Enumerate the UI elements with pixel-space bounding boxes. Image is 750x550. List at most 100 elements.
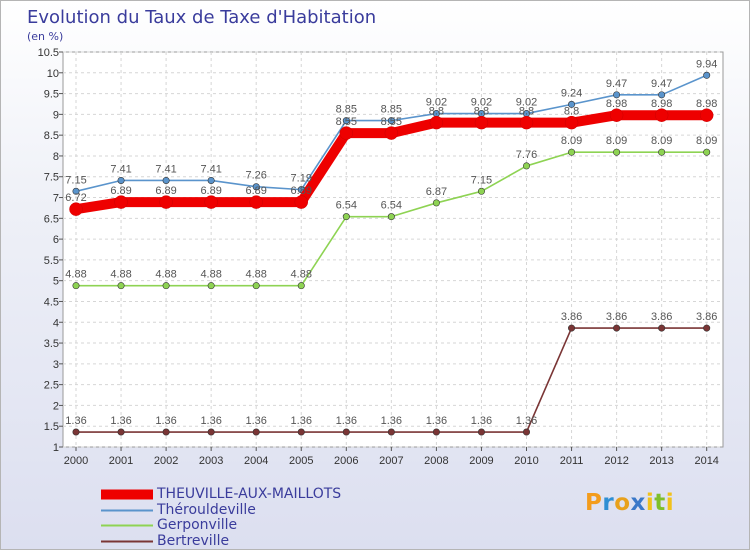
data-point: [252, 282, 260, 290]
data-label: 9.24: [561, 87, 582, 99]
data-label: 6.87: [426, 186, 447, 198]
data-label: 9.47: [606, 78, 627, 90]
data-point: [384, 126, 399, 140]
data-label: 1.36: [291, 415, 312, 427]
data-label: 8.8: [429, 106, 444, 118]
data-label: 1.36: [65, 415, 86, 427]
data-point: [117, 176, 125, 184]
y-tick-label: 8.5: [44, 130, 59, 142]
y-tick-label: 7: [53, 193, 59, 205]
x-tick-label: 2006: [334, 455, 358, 467]
legend-item: Bertreville: [101, 532, 341, 550]
legend-label-4: Bertreville: [157, 532, 230, 549]
x-tick-label: 2002: [154, 455, 178, 467]
data-label: 4.88: [110, 269, 131, 281]
data-label: 4.88: [245, 269, 266, 281]
data-label: 8.09: [606, 135, 627, 147]
legend-label-3: Gerponville: [157, 517, 238, 534]
data-point: [252, 428, 260, 436]
data-label: 8.85: [381, 104, 402, 116]
y-tick-label: 10.5: [38, 47, 59, 59]
data-point: [703, 71, 711, 79]
data-point: [162, 176, 170, 184]
data-point: [297, 428, 305, 436]
data-point: [474, 115, 489, 130]
data-label: 3.86: [696, 311, 717, 323]
y-tick-label: 5: [53, 276, 59, 288]
y-tick-label: 4: [53, 317, 59, 329]
data-point: [432, 199, 440, 207]
data-label: 9.02: [471, 97, 492, 109]
y-tick-label: 10: [47, 68, 59, 80]
data-point: [339, 126, 354, 140]
chart-unit-label: (en %): [27, 30, 64, 43]
y-tick-label: 5.5: [44, 255, 59, 267]
y-tick-label: 4.5: [44, 296, 59, 308]
data-label: 6.54: [336, 200, 357, 212]
data-point: [429, 115, 444, 130]
data-point: [658, 324, 666, 332]
data-label: 8.98: [606, 98, 627, 110]
y-tick-label: 2: [53, 400, 59, 412]
data-point: [342, 117, 350, 125]
y-tick-label: 3: [53, 359, 59, 371]
data-label: 1.36: [155, 415, 176, 427]
x-tick-label: 2011: [560, 455, 584, 467]
data-point: [658, 148, 666, 156]
data-label: 1.36: [336, 415, 357, 427]
data-point: [703, 324, 711, 332]
y-tick-label: 3.5: [44, 338, 59, 350]
data-label: 4.88: [65, 269, 86, 281]
data-label: 3.86: [606, 311, 627, 323]
data-label: 9.47: [651, 78, 672, 90]
x-tick-label: 2007: [379, 455, 403, 467]
x-tick-label: 2013: [649, 455, 673, 467]
y-tick-label: 1: [53, 442, 59, 454]
data-label: 8.8: [564, 106, 579, 118]
y-tick-label: 9.5: [44, 89, 59, 101]
data-label: 4.88: [200, 269, 221, 281]
data-label: 6.89: [200, 185, 221, 197]
data-point: [117, 282, 125, 290]
data-point: [613, 91, 621, 99]
y-tick-label: 7.5: [44, 172, 59, 184]
data-label: 8.55: [336, 116, 357, 128]
x-tick-label: 2010: [514, 455, 538, 467]
data-label: 1.36: [471, 415, 492, 427]
data-label: 6.89: [291, 185, 312, 197]
legend-swatch-4: [101, 540, 153, 543]
data-label: 8.85: [336, 104, 357, 116]
data-point: [477, 428, 485, 436]
data-label: 7.76: [516, 149, 537, 161]
data-point: [294, 195, 308, 209]
data-label: 6.72: [65, 192, 86, 204]
data-label: 8.09: [561, 135, 582, 147]
data-point: [69, 202, 83, 216]
data-point: [654, 108, 669, 122]
x-tick-label: 2001: [109, 455, 133, 467]
data-point: [699, 108, 714, 122]
data-point: [658, 91, 666, 99]
data-point: [703, 148, 711, 156]
data-point: [564, 115, 579, 130]
data-label: 4.88: [291, 269, 312, 281]
legend-swatch-1: [101, 489, 153, 500]
legend-swatch-2: [101, 509, 153, 512]
data-point: [387, 117, 395, 125]
data-point: [519, 115, 534, 130]
data-label: 8.98: [651, 98, 672, 110]
data-label: 7.19: [291, 173, 312, 185]
data-label: 7.41: [200, 163, 221, 175]
data-label: 6.89: [245, 185, 266, 197]
x-tick-label: 2004: [244, 455, 268, 467]
data-point: [249, 195, 263, 209]
data-point: [522, 162, 530, 170]
data-label: 8.98: [696, 98, 717, 110]
data-label: 7.26: [245, 170, 266, 182]
data-point: [162, 282, 170, 290]
legend-swatch-3: [101, 524, 153, 527]
data-point: [159, 195, 173, 209]
data-label: 6.89: [155, 185, 176, 197]
y-tick-label: 1.5: [44, 421, 59, 433]
